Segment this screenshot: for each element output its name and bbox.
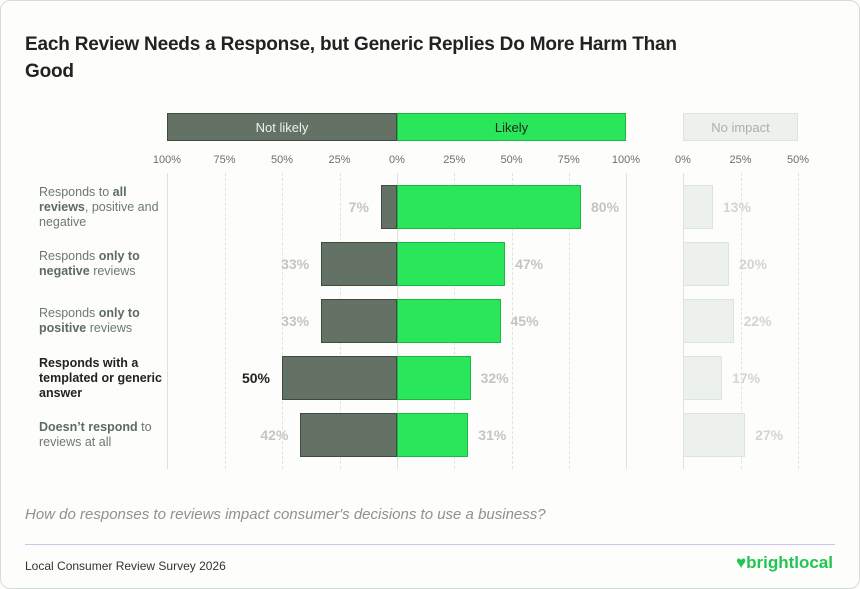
bar-not-likely <box>300 413 397 457</box>
gridline <box>167 173 168 469</box>
label-not-likely: 33% <box>281 256 310 272</box>
axis-tick: 0% <box>389 154 405 166</box>
legend-no-impact: No impact <box>683 113 798 141</box>
row-label: Responds with a templated or generic ans… <box>39 350 165 406</box>
bar-likely <box>397 356 471 400</box>
row-label-part: Responds <box>39 306 99 320</box>
bar-not-likely <box>282 356 397 400</box>
gridline <box>626 173 627 469</box>
legend-likely: Likely <box>397 113 626 141</box>
divider <box>25 544 835 545</box>
row-label-part: , positive and negative <box>39 199 159 229</box>
axis-tick: 0% <box>675 154 691 166</box>
label-not-likely: 42% <box>260 427 289 443</box>
row-label-part: reviews <box>89 264 136 278</box>
axis-tick: 50% <box>786 154 810 166</box>
label-no-impact: 13% <box>722 199 751 215</box>
row-label: Doesn’t respond to reviews at all <box>39 407 165 463</box>
bar-likely <box>397 413 469 457</box>
label-not-likely: 33% <box>281 313 310 329</box>
bar-not-likely <box>321 299 397 343</box>
bar-no-impact <box>683 242 729 286</box>
logo-text: brightlocal <box>746 553 833 572</box>
bar-likely <box>397 242 506 286</box>
legend-not-likely: Not likely <box>167 113 397 141</box>
gridline <box>740 173 742 469</box>
label-not-likely: 7% <box>348 199 369 215</box>
bar-no-impact <box>683 299 734 343</box>
brightlocal-logo: ♥brightlocal <box>736 553 833 572</box>
row-label-part: Doesn’t respond <box>39 420 138 434</box>
axis-tick: 100% <box>611 154 641 166</box>
bar-not-likely <box>321 242 397 286</box>
gridline <box>282 173 283 469</box>
axis-tick: 100% <box>152 154 182 166</box>
row-label: Responds only to negative reviews <box>39 236 165 292</box>
row-label-text: Responds only to negative reviews <box>39 249 165 279</box>
source-text: Local Consumer Review Survey 2026 <box>25 559 226 573</box>
row-label-part: only to negative <box>39 249 140 278</box>
bar-no-impact <box>683 413 746 457</box>
row-label-part: only to positive <box>39 306 140 335</box>
row-label-part: all reviews <box>39 184 127 214</box>
row-label-part: reviews <box>86 321 133 335</box>
row-label-text: Responds only to positive reviews <box>39 306 165 336</box>
row-label-text: Responds to all reviews, positive and ne… <box>39 185 165 230</box>
row-label-part: to reviews at all <box>39 420 152 449</box>
row-label-part: Responds with a templated or generic ans… <box>39 355 162 400</box>
chart-title: Each Review Needs a Response, but Generi… <box>25 34 677 82</box>
label-likely: 31% <box>478 427 507 443</box>
label-likely: 80% <box>591 199 620 215</box>
bar-likely <box>397 185 581 229</box>
label-likely: 45% <box>510 313 539 329</box>
axis-tick: 25% <box>328 154 351 166</box>
gridline <box>568 173 570 469</box>
row-label-part: Responds <box>39 249 99 263</box>
bar-not-likely <box>380 185 397 229</box>
axis-tick: 50% <box>500 154 523 166</box>
gridline <box>224 173 226 469</box>
label-no-impact: 27% <box>755 427 784 443</box>
row-label-part: Responds to <box>39 184 113 199</box>
bar-likely <box>397 299 501 343</box>
row-label-text: Responds with a templated or generic ans… <box>39 356 165 401</box>
label-likely: 47% <box>515 256 544 272</box>
row-label: Responds only to positive reviews <box>39 293 165 349</box>
row-label-text: Doesn’t respond to reviews at all <box>39 420 165 450</box>
axis-tick: 25% <box>443 154 466 166</box>
label-no-impact: 17% <box>732 370 761 386</box>
axis-tick: 50% <box>270 154 294 166</box>
chart-subtitle: How do responses to reviews impact consu… <box>25 506 546 523</box>
axis-tick: 25% <box>729 154 752 166</box>
label-no-impact: 20% <box>739 256 768 272</box>
gridline <box>798 173 799 469</box>
label-likely: 32% <box>480 370 509 386</box>
label-no-impact: 22% <box>743 313 772 329</box>
axis-tick: 75% <box>213 154 236 166</box>
row-label: Responds to all reviews, positive and ne… <box>39 179 165 235</box>
label-not-likely: 50% <box>241 370 270 386</box>
gridline <box>511 173 513 469</box>
bar-no-impact <box>683 356 723 400</box>
axis-tick: 75% <box>557 154 580 166</box>
bar-no-impact <box>683 185 713 229</box>
